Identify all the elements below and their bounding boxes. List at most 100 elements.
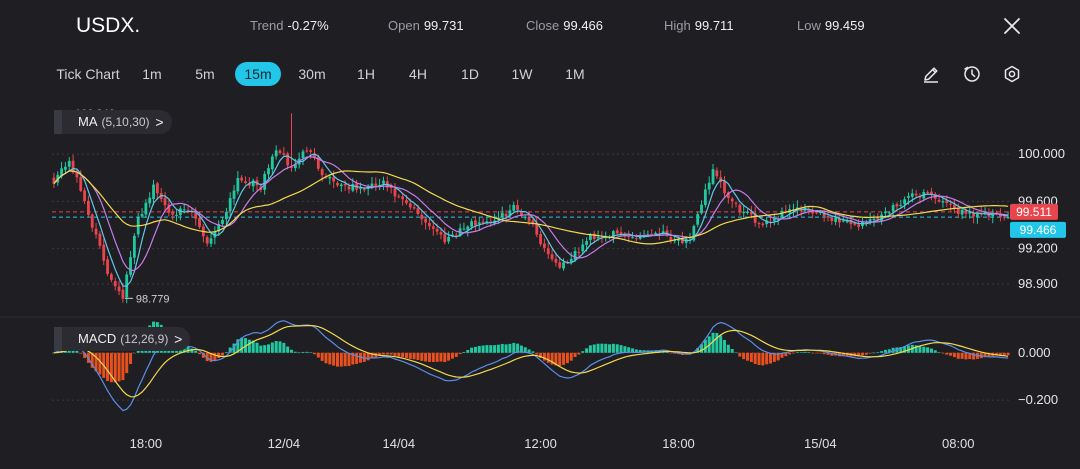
- macd-histogram-bar: [270, 342, 274, 353]
- candle-body: [336, 182, 339, 186]
- macd-histogram-bar: [462, 351, 466, 353]
- macd-histogram-bar: [906, 345, 910, 353]
- candle-body: [113, 281, 117, 287]
- candle-body: [761, 223, 765, 225]
- macd-line: [53, 320, 1009, 412]
- macd-histogram-bar: [201, 352, 205, 358]
- last-price-tag: [1010, 203, 1058, 220]
- candle-body: [155, 183, 159, 194]
- candle-body: [596, 236, 600, 238]
- candle-body: [132, 235, 136, 258]
- macd-histogram-bar: [351, 352, 355, 365]
- macd-histogram-bar: [807, 352, 811, 353]
- candle-body: [523, 216, 527, 218]
- macd-histogram-bar: [604, 343, 608, 353]
- macd-histogram-bar: [504, 344, 508, 353]
- macd-indicator-label[interactable]: MACD (12,26,9) >: [54, 327, 191, 351]
- macd-histogram-bar: [335, 352, 339, 367]
- macd-histogram-bar: [282, 342, 286, 353]
- macd-histogram-bar: [711, 332, 715, 353]
- timeframe-1w[interactable]: 1W: [511, 66, 533, 82]
- macd-histogram-bar: [822, 352, 826, 355]
- timeframe-4h[interactable]: 4H: [409, 66, 427, 82]
- candle-body: [577, 251, 581, 253]
- macd-histogram-bar: [424, 352, 428, 362]
- macd-histogram-bar: [205, 352, 209, 362]
- macd-histogram-bar: [247, 339, 251, 353]
- candle-body: [67, 160, 71, 167]
- candle-body: [512, 204, 516, 211]
- candle-body: [500, 213, 504, 218]
- macd-histogram-bar: [554, 352, 558, 366]
- indicator-handle: [54, 110, 62, 134]
- macd-histogram-bar: [596, 343, 600, 353]
- macd-histogram-bar: [769, 352, 772, 364]
- candle-body: [313, 153, 316, 158]
- timeframe-5m[interactable]: 5m: [195, 66, 215, 82]
- candle-body: [1002, 216, 1006, 218]
- candle-body: [244, 181, 247, 184]
- candle-body: [830, 217, 834, 221]
- macd-histogram-bar: [535, 352, 539, 355]
- candle-body: [795, 207, 799, 210]
- macd-histogram-bar: [608, 344, 612, 353]
- macd-histogram-bar: [274, 340, 278, 353]
- macd-histogram-bar: [52, 352, 56, 354]
- timeframe-1h[interactable]: 1H: [357, 66, 375, 82]
- candle-body: [696, 214, 700, 225]
- candle-body: [228, 198, 232, 211]
- indicator-handle: [54, 327, 62, 351]
- macd-histogram-bar: [964, 352, 968, 360]
- candle-body: [351, 184, 355, 191]
- candle-body: [117, 286, 121, 292]
- timeframe-15m[interactable]: 15m: [235, 62, 281, 86]
- macd-params: (12,26,9): [120, 332, 169, 346]
- settings-icon[interactable]: [1002, 64, 1022, 84]
- close-icon[interactable]: [1000, 14, 1024, 38]
- timeframe-tick-chart[interactable]: Tick Chart: [56, 66, 120, 82]
- macd-histogram-bar: [784, 352, 788, 357]
- pencil-icon[interactable]: [921, 64, 941, 84]
- candle-body: [286, 153, 290, 166]
- candle-body: [949, 203, 953, 205]
- clock-icon[interactable]: [962, 64, 982, 84]
- candle-body: [516, 205, 519, 210]
- macd-histogram-bar: [297, 352, 301, 354]
- candle-body: [251, 180, 255, 187]
- candle-body: [953, 204, 956, 209]
- candle-body: [474, 220, 477, 226]
- last-price-tag-text: 99.511: [1016, 205, 1052, 219]
- macd-axis-label: −0.200: [1018, 392, 1058, 407]
- macd-histogram-bar: [780, 352, 784, 358]
- candle-body: [907, 196, 910, 198]
- macd-histogram-bar: [945, 352, 949, 355]
- macd-histogram-bar: [121, 352, 125, 381]
- macd-histogram-bar: [213, 352, 217, 361]
- candle-body: [703, 189, 707, 205]
- candle-body: [807, 208, 811, 212]
- macd-histogram-bar: [332, 352, 336, 366]
- timeframe-1d[interactable]: 1D: [461, 66, 479, 82]
- candle-body: [543, 243, 546, 248]
- macd-histogram-bar: [765, 352, 769, 365]
- candle-body: [71, 160, 75, 173]
- ma-indicator-label[interactable]: MA (5,10,30) >: [54, 110, 172, 134]
- candle-body: [669, 237, 673, 241]
- macd-histogram-bar: [631, 348, 635, 353]
- macd-histogram-bar: [929, 348, 933, 353]
- macd-histogram-bar: [90, 352, 94, 368]
- symbol-title: USDX.: [76, 14, 141, 37]
- macd-histogram-bar: [703, 339, 707, 353]
- candle-body: [550, 254, 554, 260]
- macd-histogram-bar: [427, 352, 431, 362]
- candle-body: [408, 203, 412, 208]
- candle-body: [144, 202, 148, 215]
- candle-body: [301, 151, 305, 159]
- timeframe-30m[interactable]: 30m: [298, 66, 326, 82]
- candle-body: [673, 240, 677, 242]
- candle-body: [332, 177, 336, 182]
- candle-body: [738, 204, 742, 213]
- timeframe-1m[interactable]: 1M: [565, 66, 585, 82]
- timeframe-1m[interactable]: 1m: [142, 66, 162, 82]
